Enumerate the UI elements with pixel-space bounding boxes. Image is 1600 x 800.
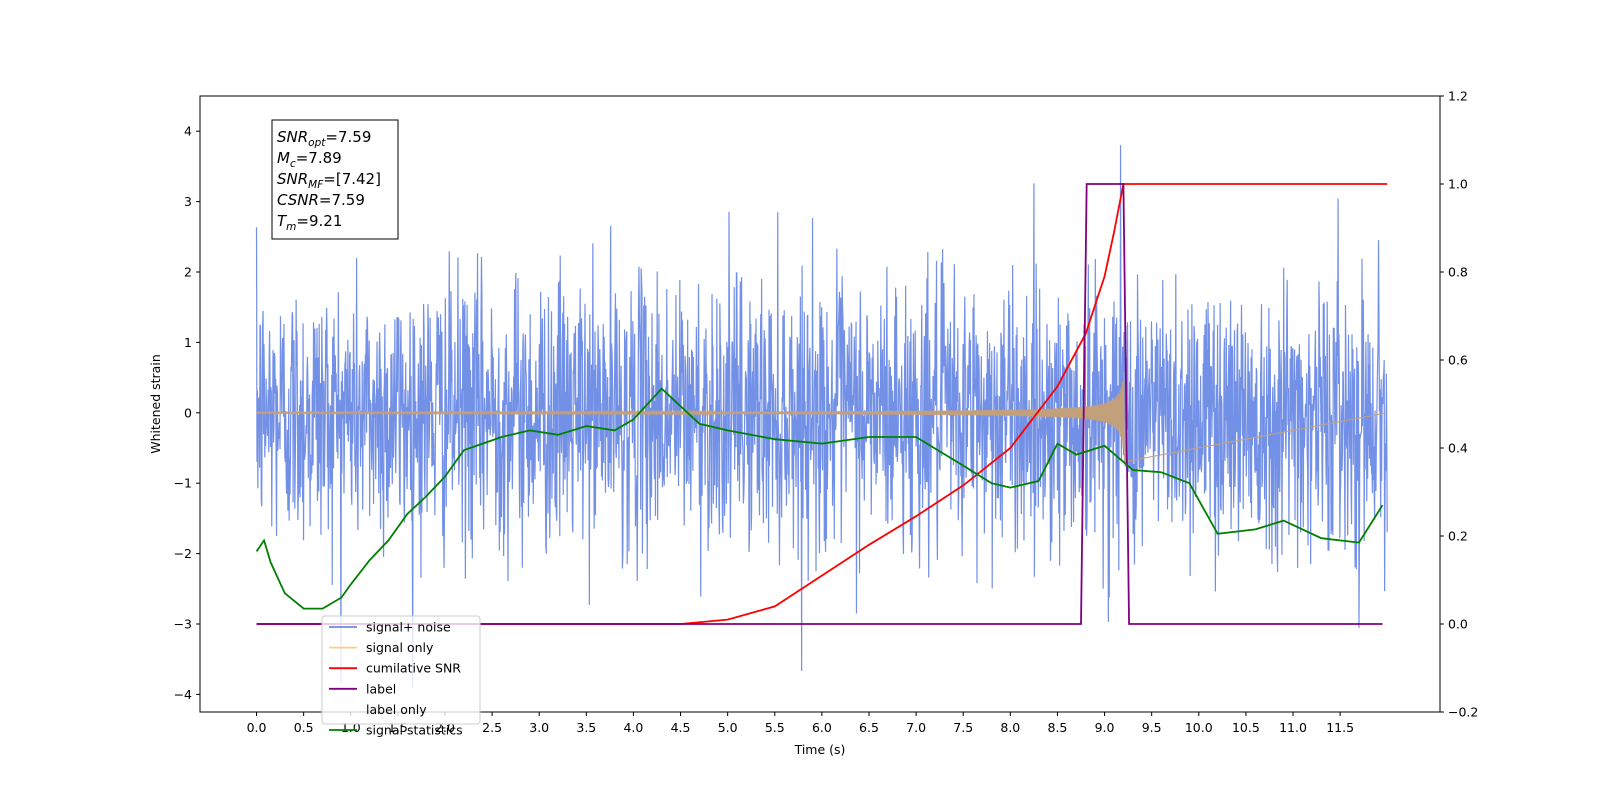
y-tick-label: 3 xyxy=(184,194,192,209)
y-tick-label: −4 xyxy=(174,687,192,702)
x-tick-label: 7.0 xyxy=(906,720,926,735)
y-tick-label: 1 xyxy=(184,335,192,350)
series-cumilative-snr xyxy=(256,183,1388,625)
y2-tick-label: 0.4 xyxy=(1448,441,1468,456)
annotation-subscript: MF xyxy=(308,179,324,191)
annotation-box: SNRopt=7.59Mc=7.89SNRMF=[7.42]CSNR=7.59T… xyxy=(271,119,399,240)
y-axis-label: Whitened strain xyxy=(148,354,163,453)
annotation-symbol: CSNR xyxy=(277,191,319,209)
legend-entry: cumilative SNR xyxy=(366,661,461,676)
y-tick-label: 0 xyxy=(184,405,192,420)
series-layer xyxy=(255,145,1388,688)
annotation-line: Mc=7.89 xyxy=(277,149,342,170)
x-tick-label: 0.0 xyxy=(247,720,267,735)
annotation-symbol: SNR xyxy=(277,170,308,188)
series-label xyxy=(256,183,1383,625)
annotation-value: =[7.42] xyxy=(323,170,381,188)
annotation-subscript: opt xyxy=(308,137,326,149)
annotation-subscript: m xyxy=(286,221,296,233)
annotation-value: =7.89 xyxy=(296,149,342,167)
annotation-line: CSNR=7.59 xyxy=(277,191,365,209)
legend-frame xyxy=(321,615,481,725)
annotation-symbol: T xyxy=(277,212,288,230)
legend-entry: label only xyxy=(366,702,427,717)
annotation-symbol: SNR xyxy=(277,128,308,146)
y-tick-label: 4 xyxy=(184,124,192,139)
legend-entry: label xyxy=(366,681,396,696)
legend-entry: signal+ noise xyxy=(366,620,451,635)
x-tick-label: 8.0 xyxy=(1000,720,1020,735)
x-tick-label: 11.0 xyxy=(1279,720,1307,735)
x-tick-label: 4.5 xyxy=(671,720,691,735)
series-signal-noise xyxy=(255,145,1388,688)
y-tick-label: −3 xyxy=(174,617,192,632)
annotation-subscript: c xyxy=(290,158,296,170)
y2-tick-label: 0.8 xyxy=(1448,265,1468,280)
y-axis-left: 4 3 2 1 0 −1 −2 −3 −4 xyxy=(174,124,200,702)
y2-tick-label: 0.2 xyxy=(1448,529,1468,544)
legend-entry: signal only xyxy=(366,640,434,655)
x-axis: 0.0 0.5 1.0 1.5 2.0 2.5 3.0 3.5 4.0 4.5 5.0 5.5 6.0 6… xyxy=(247,712,1354,735)
annotation-value: =7.59 xyxy=(319,191,365,209)
x-tick-label: 4.0 xyxy=(623,720,643,735)
x-tick-label: 3.5 xyxy=(576,720,596,735)
x-tick-label: 6.0 xyxy=(812,720,832,735)
plot-frame xyxy=(199,95,1441,713)
y-tick-label: −1 xyxy=(174,476,192,491)
legend: signal+ noise signal only cumilative SNR la… xyxy=(321,615,481,738)
x-tick-label: 8.5 xyxy=(1048,720,1068,735)
y-tick-label: 2 xyxy=(184,265,192,280)
annotation-symbol: M xyxy=(277,149,290,167)
x-tick-label: 10.0 xyxy=(1185,720,1213,735)
x-tick-label: 10.5 xyxy=(1232,720,1260,735)
x-tick-label: 11.5 xyxy=(1326,720,1354,735)
y-tick-label: −2 xyxy=(174,546,192,561)
annotation-frame xyxy=(271,119,399,240)
x-tick-label: 6.5 xyxy=(859,720,879,735)
y-axis-right: 1.2 1.0 0.8 0.6 0.4 0.2 0.0 −0.2 xyxy=(1440,89,1478,720)
x-tick-label: 3.0 xyxy=(529,720,549,735)
annotation-line: SNRopt=7.59 xyxy=(277,128,371,149)
annotation-line: Tm=9.21 xyxy=(277,212,342,233)
series-signal-statistics xyxy=(255,387,1384,610)
x-tick-label: 9.0 xyxy=(1095,720,1115,735)
y2-tick-label: 1.2 xyxy=(1448,89,1468,104)
annotation-value: =9.21 xyxy=(296,212,342,230)
x-tick-label: 9.5 xyxy=(1142,720,1162,735)
y2-tick-label: −0.2 xyxy=(1448,705,1478,720)
x-tick-label: 5.5 xyxy=(765,720,785,735)
series-signal-only xyxy=(256,372,1388,463)
y2-tick-label: 1.0 xyxy=(1448,177,1468,192)
annotation-value: =7.59 xyxy=(325,128,371,146)
y2-tick-label: 0.0 xyxy=(1448,617,1468,632)
annotation-line: SNRMF=[7.42] xyxy=(277,170,381,191)
y2-tick-label: 0.6 xyxy=(1448,353,1468,368)
x-tick-label: 0.5 xyxy=(294,720,314,735)
x-tick-label: 7.5 xyxy=(953,720,973,735)
legend-entry: signal statistics xyxy=(366,723,463,738)
x-tick-label: 2.5 xyxy=(482,720,502,735)
x-axis-label: Time (s) xyxy=(794,742,846,757)
x-tick-label: 5.0 xyxy=(718,720,738,735)
